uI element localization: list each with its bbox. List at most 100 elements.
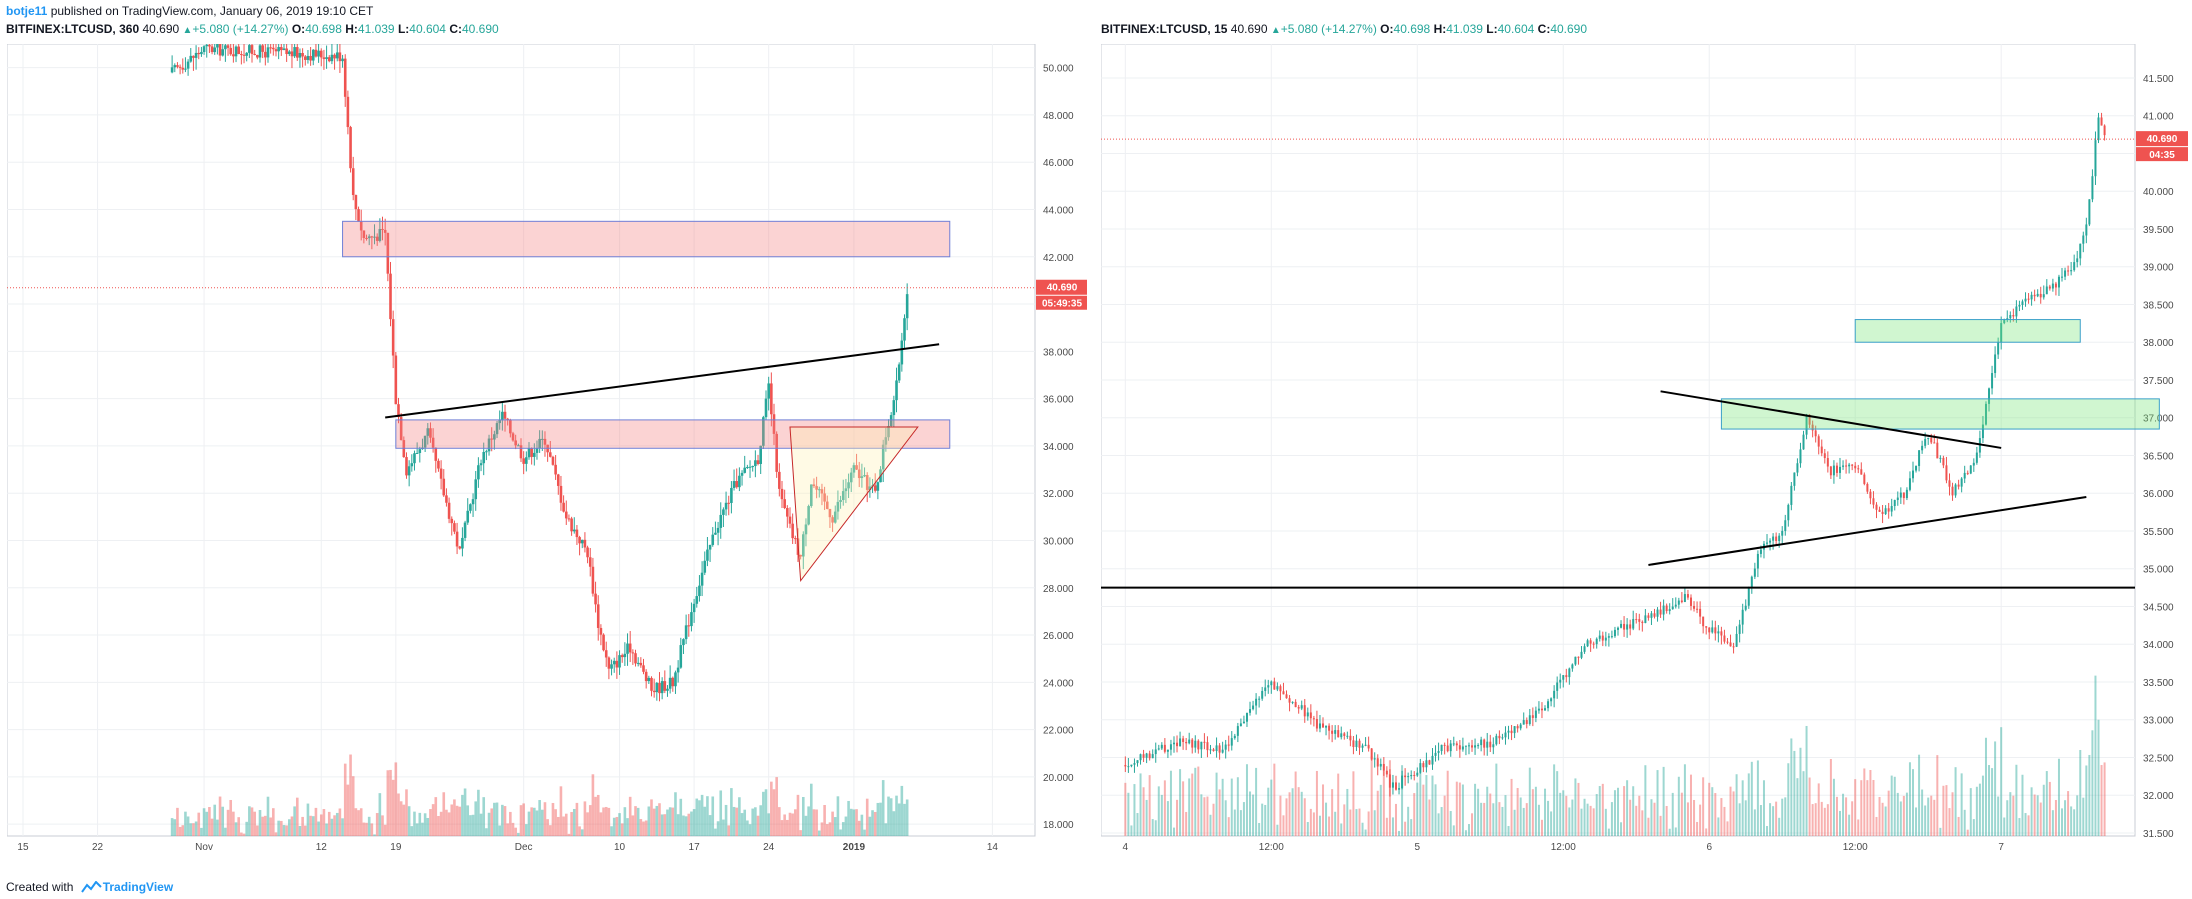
volume-bar <box>639 819 643 836</box>
candle-body <box>242 54 246 56</box>
candle-body <box>1811 424 1814 431</box>
volume-bar <box>1358 808 1361 836</box>
volume-bar <box>1708 782 1711 836</box>
candle-body <box>857 469 861 479</box>
volume-bar <box>660 814 664 836</box>
volume-bar <box>1191 773 1194 836</box>
author-link[interactable]: botje11 <box>6 4 48 18</box>
volume-bar <box>463 788 467 836</box>
volume-bar <box>1802 771 1805 836</box>
volume-bar <box>173 819 177 836</box>
candle-body <box>876 482 880 491</box>
volume-bar <box>1133 784 1136 836</box>
volume-bar <box>1738 803 1741 836</box>
right-last: 40.690 <box>1230 22 1268 36</box>
candle-body <box>1969 465 1972 474</box>
y-tick-label: 34.500 <box>2143 602 2174 613</box>
candle-body <box>176 65 179 67</box>
candle-body <box>1839 466 1842 473</box>
candle-body <box>628 643 632 653</box>
y-tick-label: 42.000 <box>1043 253 1074 264</box>
volume-bar <box>2030 787 2033 836</box>
volume-bar <box>1258 822 1261 836</box>
candle-body <box>708 544 712 550</box>
volume-bar <box>1507 826 1510 836</box>
price-label-box <box>2136 131 2188 147</box>
right-price-chart[interactable]: 41.50041.00040.50040.00039.50039.00038.5… <box>1101 44 2191 864</box>
candle-body <box>759 445 762 464</box>
volume-bar <box>2045 771 2048 836</box>
candle-body <box>711 534 715 545</box>
left-change: +5.080 (+14.27%) <box>192 22 289 36</box>
volume-bar <box>841 822 845 836</box>
volume-bar <box>1918 754 1921 836</box>
volume-bar <box>194 821 198 836</box>
candle-body <box>250 45 254 54</box>
candle-body <box>365 237 368 239</box>
volume-bar <box>1428 799 1431 836</box>
candle-body <box>1303 705 1306 717</box>
candle-body <box>218 44 222 56</box>
y-tick-label: 38.500 <box>2143 300 2174 311</box>
candle-body <box>599 627 603 635</box>
candle-body <box>506 418 509 421</box>
volume-bar <box>1574 778 1577 836</box>
footer-brand[interactable]: TradingView <box>102 880 174 894</box>
volume-bar <box>655 805 659 836</box>
volume-bar <box>1486 786 1489 836</box>
volume-bar <box>543 802 547 836</box>
candle-body <box>1264 687 1267 691</box>
volume-bar <box>458 806 462 836</box>
candle-body <box>415 452 419 454</box>
volume-bar <box>423 813 427 836</box>
candle-body <box>783 499 786 509</box>
candle-body <box>1945 465 1948 481</box>
volume-bar <box>2076 795 2079 836</box>
volume-bar <box>1610 802 1613 836</box>
x-tick-label: 22 <box>92 842 104 853</box>
left-h: 41.039 <box>357 22 395 36</box>
candle-body <box>642 665 645 672</box>
candle-body <box>1875 504 1878 510</box>
price-label-box <box>1036 279 1087 295</box>
candle-body <box>1629 624 1632 629</box>
candle-body <box>2051 283 2054 289</box>
volume-bar <box>1984 737 1987 836</box>
volume-bar <box>865 798 869 836</box>
candle-body <box>863 475 866 477</box>
volume-bar <box>1355 809 1358 836</box>
volume-bar <box>1699 804 1702 836</box>
volume-bar <box>580 829 584 836</box>
volume-bar <box>405 789 408 836</box>
candle-body <box>1492 744 1495 748</box>
volume-bar <box>2024 813 2027 836</box>
candle-body <box>562 502 565 512</box>
left-price-chart[interactable]: 50.00048.00046.00044.00042.00040.00038.0… <box>7 44 1087 864</box>
candle-body <box>1242 721 1245 724</box>
volume-bar <box>740 813 744 836</box>
publish-info: botje11 published on TradingView.com, Ja… <box>6 4 373 18</box>
y-tick-label: 26.000 <box>1043 631 1074 642</box>
y-tick-label: 30.000 <box>1043 536 1074 547</box>
volume-bar <box>1750 761 1753 836</box>
volume-bar <box>852 809 856 836</box>
volume-bar <box>2082 797 2085 836</box>
y-tick-label: 39.000 <box>2143 263 2174 274</box>
candle-body <box>865 475 869 490</box>
candle-body <box>1130 764 1133 767</box>
candle-body <box>1559 679 1562 683</box>
candle-body <box>447 502 451 519</box>
volume-bar <box>650 799 653 836</box>
volume-bar <box>1212 803 1215 836</box>
candle-body <box>735 481 739 488</box>
y-tick-label: 32.000 <box>1043 489 1074 500</box>
candle-body <box>2091 176 2094 200</box>
candle-body <box>469 504 472 511</box>
volume-bar <box>394 762 398 836</box>
candle-body <box>594 593 597 605</box>
right-change: +5.080 (+14.27%) <box>1280 22 1377 36</box>
volume-bar <box>378 793 382 836</box>
candle-body <box>1592 643 1595 645</box>
candle-body <box>184 68 187 70</box>
candle-body <box>200 51 203 55</box>
